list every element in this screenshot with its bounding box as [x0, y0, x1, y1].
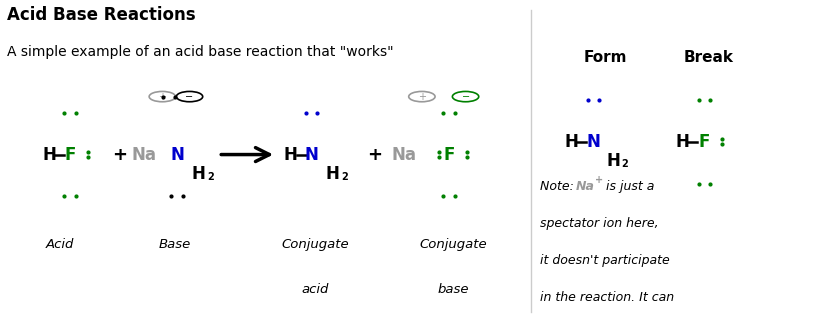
- Text: spectator ion here,: spectator ion here,: [540, 217, 658, 230]
- Text: 2: 2: [207, 172, 213, 182]
- Text: Break: Break: [684, 51, 733, 65]
- Text: Na: Na: [132, 146, 157, 164]
- Text: Conjugate: Conjugate: [282, 238, 349, 251]
- Text: Form: Form: [584, 51, 627, 65]
- Text: 2: 2: [341, 172, 348, 182]
- Text: +: +: [158, 91, 166, 102]
- Text: is just a: is just a: [602, 180, 654, 193]
- Text: H: H: [191, 165, 205, 183]
- Text: it doesn't participate: it doesn't participate: [540, 254, 669, 267]
- Text: Conjugate: Conjugate: [419, 238, 487, 251]
- Text: Na: Na: [391, 146, 416, 164]
- Text: A simple example of an acid base reaction that "works": A simple example of an acid base reactio…: [7, 45, 393, 59]
- Text: +: +: [112, 146, 127, 164]
- Text: acid: acid: [302, 283, 330, 296]
- Text: +: +: [368, 146, 382, 164]
- Text: N: N: [305, 146, 318, 164]
- Text: N: N: [171, 146, 184, 164]
- Text: H: H: [284, 146, 297, 164]
- Text: H: H: [325, 165, 339, 183]
- Text: +: +: [418, 91, 426, 102]
- Text: H: H: [676, 133, 689, 151]
- Text: Acid Base Reactions: Acid Base Reactions: [7, 6, 195, 24]
- Text: H: H: [564, 133, 578, 151]
- Text: −: −: [461, 91, 470, 102]
- Text: H: H: [43, 146, 56, 164]
- Text: −: −: [185, 91, 194, 102]
- Text: H: H: [606, 152, 620, 170]
- Text: N: N: [587, 133, 600, 151]
- Text: Base: Base: [158, 238, 191, 251]
- Text: F: F: [64, 146, 76, 164]
- Text: Acid: Acid: [46, 238, 74, 251]
- Text: F: F: [443, 146, 455, 164]
- Text: F: F: [699, 133, 710, 151]
- Text: Na: Na: [576, 180, 595, 193]
- Text: Note:: Note:: [540, 180, 578, 193]
- Text: 2: 2: [621, 159, 628, 169]
- Text: base: base: [438, 283, 469, 296]
- Text: in the reaction. It can: in the reaction. It can: [540, 291, 674, 304]
- Text: +: +: [595, 175, 603, 185]
